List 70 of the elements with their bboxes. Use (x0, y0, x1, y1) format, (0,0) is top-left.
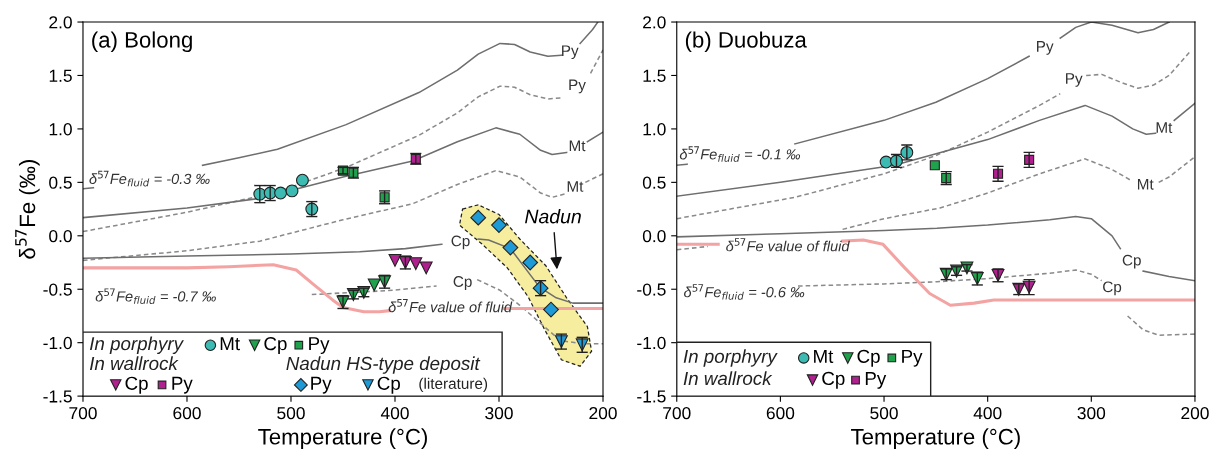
legend-label: Cp (857, 349, 880, 367)
annotation: δ$^{57}$Fe value of fluid (388, 299, 513, 313)
y-tick-label: 1.0 (643, 123, 666, 136)
annotation: δ$^{57}$Fe$_{fluid}$ = -0.6 ‰ (684, 284, 805, 300)
legend-label: Cp (264, 337, 287, 354)
x-axis-title: Temperature (°C) (851, 428, 1020, 449)
annotation: Cp (1122, 254, 1141, 269)
x-tick-label: 600 (173, 406, 201, 420)
legend-label: Py (902, 349, 923, 367)
annotation: Cp (451, 235, 470, 250)
annotation: Nadun (525, 209, 581, 224)
x-tick-label: 200 (1181, 406, 1209, 420)
legend-label: Cp (125, 376, 148, 394)
annotation: Mt (567, 181, 584, 192)
legend-label: Py (172, 376, 193, 394)
x-tick-label: 600 (766, 406, 795, 420)
y-axis-title: δ$^{57}$Fe (‰) (15, 160, 40, 259)
legend-label: Mt (814, 349, 834, 363)
legend-label: Py (309, 337, 330, 354)
x-tick-label: 500 (870, 406, 898, 420)
legend-label: Py (865, 371, 887, 389)
legend-label: Cp (822, 371, 845, 389)
y-tick-label: 1.5 (643, 69, 666, 82)
y-tick-label: 0.5 (642, 176, 666, 189)
annotation: Py (1066, 73, 1083, 87)
y-tick-label: 1.0 (49, 123, 72, 136)
annotation: δ$^{57}$Fe$_{fluid}$ = -0.3 ‰ (89, 170, 210, 187)
legend-label: Mt (220, 337, 240, 351)
x-tick-label: 300 (1077, 406, 1106, 420)
annotation: In porphyry (683, 349, 778, 367)
y-tick-label: 2.0 (643, 16, 666, 29)
y-tick-label: -0.5 (637, 283, 666, 296)
annotation: δ$^{57}$Fe value of fluid (726, 238, 850, 252)
x-tick-label: 300 (485, 406, 513, 420)
annotation: Py (1037, 41, 1054, 55)
annotation: In porphyry (89, 336, 184, 354)
annotation: Nadun HS-type deposit (286, 356, 481, 374)
x-tick-label: 700 (663, 406, 691, 420)
y-tick-label: -1.0 (43, 336, 72, 350)
annotation: Mt (1156, 122, 1173, 133)
y-tick-label: -0.5 (43, 283, 72, 296)
y-tick-label: 0.5 (49, 176, 72, 189)
annotation: Py (562, 45, 579, 60)
y-tick-label: -1.5 (43, 390, 72, 403)
x-tick-label: 400 (380, 406, 409, 420)
legend-label: Py (311, 376, 332, 394)
annotation: Py (569, 79, 586, 94)
annotation: In wallrock (683, 371, 773, 386)
x-tick-label: 400 (973, 406, 1002, 420)
y-tick-label: 2.0 (49, 16, 72, 29)
annotation: In wallrock (89, 356, 179, 371)
y-tick-label: 0.0 (642, 229, 666, 243)
annotation: Mt (569, 140, 586, 152)
x-tick-label: 500 (277, 406, 305, 420)
y-tick-label: -1.5 (637, 390, 666, 403)
y-tick-label: 0.0 (49, 229, 72, 243)
y-tick-label: -1.0 (637, 336, 666, 350)
annotation: Mt (1137, 179, 1154, 190)
chart-title: (b) Duobuza (685, 31, 807, 53)
annotation: Cp (453, 276, 472, 290)
x-tick-label: 700 (69, 406, 97, 420)
legend-label: Cp (377, 376, 400, 394)
chart-title: (a) Bolong (92, 31, 192, 53)
annotation: Cp (1103, 281, 1122, 296)
annotation: (literature) (419, 377, 488, 393)
y-tick-label: 1.5 (49, 69, 72, 82)
annotation: δ$^{57}$Fe$_{fluid}$ = -0.1 ‰ (679, 146, 801, 162)
annotation: δ$^{57}$Fe$_{fluid}$ = -0.7 ‰ (95, 288, 216, 304)
x-tick-label: 200 (589, 406, 617, 420)
x-axis-title: Temperature (°C) (258, 428, 427, 449)
